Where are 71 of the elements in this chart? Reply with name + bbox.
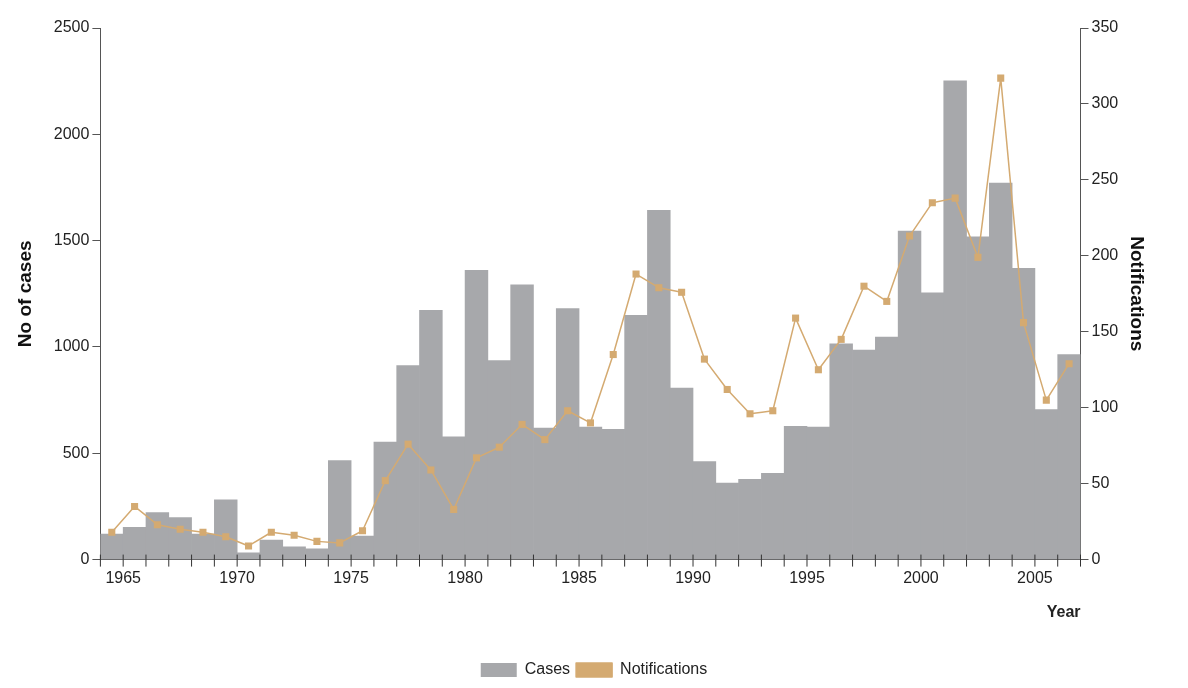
legend-label: Cases [524,660,571,678]
y2-tick-label: 0 [1091,550,1101,568]
x-axis-title: Year [1046,602,1081,620]
point [792,314,800,322]
point [564,407,572,415]
point [700,355,708,363]
point [245,542,253,550]
point [131,502,139,510]
x-tick-label: 2000 [903,568,939,586]
x-tick-label: 1995 [789,568,825,586]
point [951,194,959,202]
point [290,531,298,539]
x-tick-label: 2005 [1017,568,1053,586]
point [381,477,389,485]
point [928,199,936,207]
point [837,335,845,343]
point [336,539,344,547]
point [108,528,116,536]
legend-label: Notifications [620,660,708,678]
y-axis-title: No of cases [13,240,35,348]
x-tick-label: 1965 [105,568,142,586]
x-tick-label: 1970 [219,568,256,586]
point [746,410,754,418]
x-tick-label: 1980 [447,568,483,586]
point [518,420,526,428]
point [814,366,822,374]
point [678,288,686,296]
point [609,351,617,359]
point [655,284,663,292]
x-tick-label: 1985 [561,568,597,586]
y2-tick-label: 300 [1091,94,1119,112]
point [313,537,321,545]
y-tick-label: 2500 [53,18,90,36]
y2-tick-label: 150 [1091,322,1119,340]
point [358,527,367,535]
point [472,454,481,462]
x-tick-label: 1975 [333,568,370,586]
point [997,74,1005,82]
point [723,385,731,394]
y2-axis-title: Notifications [1127,236,1149,352]
point [769,407,777,415]
y-tick-label: 0 [80,550,90,568]
point [153,521,161,529]
point [267,528,275,536]
y-tick-label: 2000 [53,124,90,142]
point [1065,360,1073,368]
point [974,253,982,261]
point [860,282,868,290]
y2-tick-label: 200 [1091,246,1119,264]
point [495,443,503,451]
point [1019,319,1028,327]
point [541,436,549,444]
y-tick-label: 1000 [53,337,90,355]
y2-tick-label: 250 [1091,170,1119,188]
point [427,466,435,474]
y2-tick-label: 350 [1091,18,1119,36]
point [176,525,184,533]
point [1042,396,1050,404]
y-tick-label: 1500 [53,231,90,249]
point [450,505,458,514]
point [883,297,891,305]
x-tick-label: 1990 [675,568,711,586]
point [222,533,230,541]
point [586,419,594,427]
point [906,232,914,240]
point [632,270,640,278]
point [199,528,207,536]
y2-tick-label: 100 [1091,398,1119,416]
y-tick-label: 500 [62,443,90,461]
point [404,440,412,448]
y2-tick-label: 50 [1091,474,1110,492]
